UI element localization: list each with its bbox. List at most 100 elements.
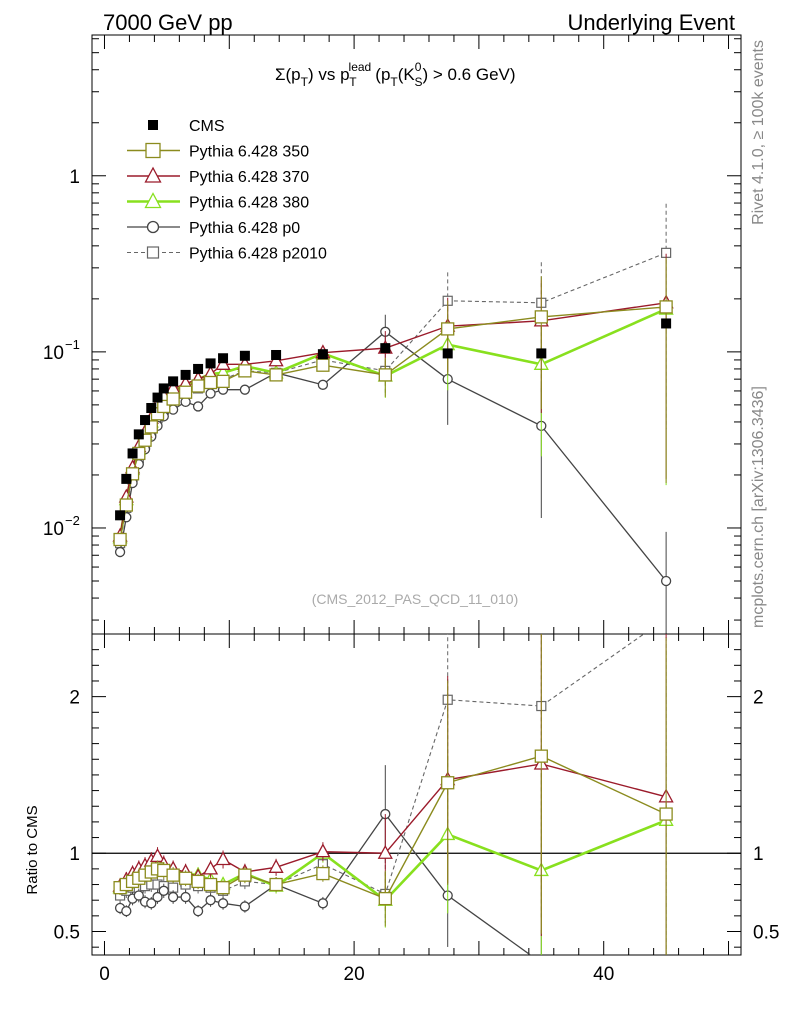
point-cms bbox=[193, 363, 204, 374]
point-cms bbox=[146, 403, 157, 414]
ratio-data bbox=[112, 634, 674, 999]
ratio-point-p350 bbox=[534, 749, 548, 763]
analysis-watermark: (CMS_2012_PAS_QCD_11_010) bbox=[312, 591, 519, 607]
point-cms bbox=[271, 349, 282, 360]
ratio-point-p350 bbox=[191, 874, 205, 889]
point-p0 bbox=[205, 388, 216, 399]
y-tick-exponent: −1 bbox=[65, 337, 80, 352]
point-p350 bbox=[238, 364, 252, 378]
point-cms bbox=[127, 448, 138, 459]
ratio-point-p0 bbox=[121, 906, 132, 917]
ratio-point-p0 bbox=[192, 906, 204, 917]
point-p350 bbox=[178, 385, 193, 399]
ratio-point-p0 bbox=[158, 885, 169, 896]
ratio-y-tick-label: 1 bbox=[69, 844, 80, 865]
point-p350 bbox=[534, 310, 548, 324]
ratio-point-p0 bbox=[317, 898, 329, 909]
point-cms bbox=[158, 383, 169, 394]
series-line-p380 bbox=[118, 307, 667, 538]
point-cms bbox=[380, 343, 391, 354]
x-tick-label: 40 bbox=[593, 964, 614, 985]
point-cms bbox=[115, 510, 126, 521]
side-label-top: Rivet 4.1.0, ≥ 100k events bbox=[750, 40, 767, 225]
point-p350 bbox=[216, 374, 230, 389]
ratio-frame bbox=[91, 633, 742, 956]
ratio-point-p350 bbox=[659, 807, 673, 821]
ratio-point-p0 bbox=[239, 901, 251, 912]
point-p370 bbox=[215, 355, 231, 370]
legend-label-cms: CMS bbox=[189, 118, 225, 135]
ratio-point-p0 bbox=[662, 990, 671, 999]
x-tick-label: 0 bbox=[99, 964, 110, 985]
point-p350 bbox=[269, 368, 283, 382]
point-cms bbox=[536, 348, 547, 359]
point-p350 bbox=[441, 322, 455, 336]
ratio-point-p350 bbox=[203, 877, 218, 892]
point-cms bbox=[205, 358, 216, 369]
point-p350 bbox=[113, 532, 127, 547]
ratio-point-p370 bbox=[202, 860, 219, 875]
point-cms bbox=[121, 473, 132, 484]
legend-marker-cms bbox=[148, 120, 158, 130]
ratio-panel: 0 20 40 0.5 0.5 1 1 2 2 bbox=[54, 633, 779, 999]
x-tick-label: 20 bbox=[344, 964, 365, 985]
point-p0 bbox=[239, 384, 251, 395]
legend-label-p350: Pythia 6.428 350 bbox=[189, 144, 309, 161]
ratio-point-p350 bbox=[316, 866, 330, 881]
header-left: 7000 GeV pp bbox=[103, 10, 233, 35]
point-cms bbox=[168, 376, 179, 387]
point-p350 bbox=[119, 498, 133, 512]
y-tick-exponent: −2 bbox=[65, 513, 80, 528]
y-tick-label: 1 bbox=[69, 167, 80, 188]
main-data bbox=[112, 203, 674, 634]
ratio-point-p0 bbox=[133, 890, 144, 901]
point-p350 bbox=[191, 379, 205, 393]
point-cms bbox=[442, 348, 453, 359]
point-p350 bbox=[659, 300, 673, 314]
point-p0 bbox=[317, 379, 329, 390]
point-cms bbox=[133, 429, 144, 440]
legend-label-p370: Pythia 6.428 370 bbox=[189, 169, 309, 186]
legend-label-p380: Pythia 6.428 380 bbox=[189, 195, 309, 212]
legend-label-p0: Pythia 6.428 p0 bbox=[189, 220, 300, 237]
main-panel: 10 −210 −11 bbox=[43, 34, 742, 635]
ratio-point-p0 bbox=[217, 898, 229, 909]
ratio-point-p350 bbox=[166, 868, 180, 882]
point-p0 bbox=[660, 575, 672, 587]
ratio-y-tick-label-right: 2 bbox=[753, 688, 764, 709]
series-line-p2010 bbox=[119, 252, 667, 544]
y-tick-label: 10 bbox=[43, 519, 64, 540]
ratio-point-p350 bbox=[441, 776, 455, 790]
legend: CMS Pythia 6.428 350 Pythia 6.428 370 Pythi… bbox=[127, 118, 327, 263]
point-cms bbox=[218, 353, 229, 364]
point-cms bbox=[140, 415, 151, 426]
ratio-point-p0 bbox=[205, 895, 216, 906]
ratio-point-p350 bbox=[238, 868, 252, 882]
point-cms bbox=[152, 392, 163, 403]
ratio-point-p350 bbox=[269, 877, 283, 892]
y-tick-label: 10 bbox=[43, 343, 64, 364]
point-cms bbox=[317, 349, 328, 360]
ratio-point-p350 bbox=[378, 891, 392, 906]
ratio-ylabel: Ratio to CMS bbox=[24, 805, 41, 894]
point-p350 bbox=[166, 392, 180, 406]
legend-marker-p370 bbox=[144, 166, 162, 183]
point-p0 bbox=[114, 546, 126, 558]
point-p350 bbox=[316, 358, 330, 372]
header-right: Underlying Event bbox=[567, 10, 735, 35]
ratio-point-p0 bbox=[180, 891, 191, 903]
ratio-point-p0 bbox=[167, 891, 179, 903]
ratio-line-p0 bbox=[119, 812, 532, 955]
side-label-bottom: mcplots.cern.ch [arXiv:1306.3436] bbox=[750, 386, 767, 628]
ratio-point-p370 bbox=[315, 843, 331, 858]
legend-marker-p380 bbox=[144, 192, 162, 209]
ratio-point-p350 bbox=[178, 871, 193, 885]
ratio-point-p370 bbox=[377, 844, 393, 859]
legend-marker-p2010 bbox=[146, 246, 160, 259]
ratio-point-p370 bbox=[215, 851, 231, 866]
legend-marker-p350 bbox=[145, 142, 161, 159]
point-p350 bbox=[203, 375, 218, 390]
ratio-y-tick-label-right: 1 bbox=[753, 844, 764, 865]
